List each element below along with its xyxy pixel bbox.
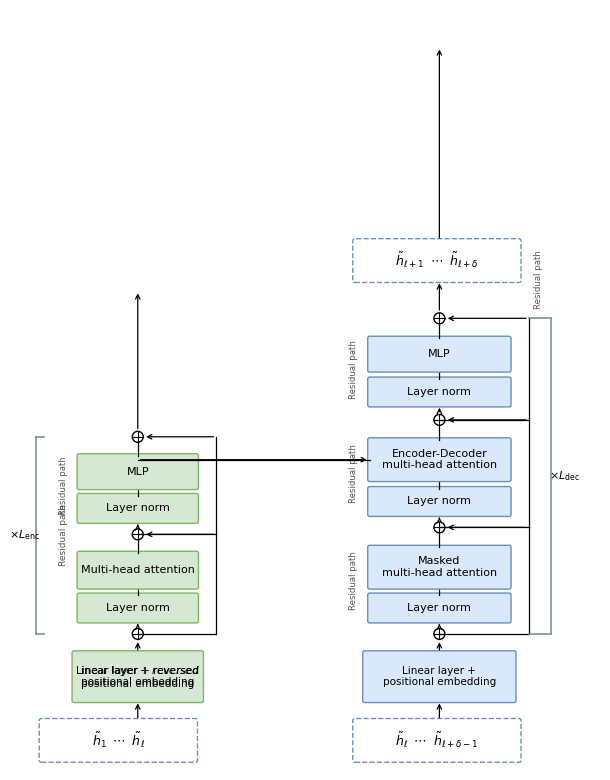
FancyBboxPatch shape	[77, 494, 198, 523]
FancyBboxPatch shape	[77, 551, 198, 589]
Text: Layer norm: Layer norm	[106, 603, 170, 613]
Text: Linear layer + reversed
positional embedding: Linear layer + reversed positional embed…	[76, 666, 199, 687]
Text: Residual path: Residual path	[350, 551, 358, 610]
Text: Residual path: Residual path	[59, 456, 68, 515]
Text: $\tilde{h}_\ell \;\; \cdots \;\; \tilde{h}_{\ell+\delta-1}$: $\tilde{h}_\ell \;\; \cdots \;\; \tilde{…	[395, 731, 478, 750]
Text: Residual path: Residual path	[350, 339, 358, 399]
Text: $\tilde{h}_1 \;\; \cdots \;\; \tilde{h}_\ell$: $\tilde{h}_1 \;\; \cdots \;\; \tilde{h}_…	[92, 731, 145, 750]
Text: Linear layer + $\mathit{reversed}$
positional embedding: Linear layer + $\mathit{reversed}$ posit…	[76, 664, 200, 690]
Text: Multi-head attention: Multi-head attention	[81, 566, 195, 575]
FancyBboxPatch shape	[368, 438, 511, 481]
Text: Residual path: Residual path	[350, 444, 358, 503]
Text: Layer norm: Layer norm	[407, 603, 472, 613]
FancyBboxPatch shape	[368, 545, 511, 589]
FancyBboxPatch shape	[39, 718, 198, 762]
Text: MLP: MLP	[428, 349, 451, 359]
Text: Layer norm: Layer norm	[106, 503, 170, 513]
Text: Linear layer +
positional embedding: Linear layer + positional embedding	[382, 666, 496, 687]
FancyBboxPatch shape	[368, 487, 511, 516]
Text: $\times L_{\mathrm{enc}}$: $\times L_{\mathrm{enc}}$	[9, 528, 40, 542]
FancyBboxPatch shape	[77, 593, 198, 623]
Text: $\tilde{h}_{\ell+1} \;\; \cdots \;\; \tilde{h}_{\ell+\delta}$: $\tilde{h}_{\ell+1} \;\; \cdots \;\; \ti…	[395, 251, 479, 271]
FancyBboxPatch shape	[353, 718, 521, 762]
FancyBboxPatch shape	[368, 593, 511, 623]
Text: Residual path: Residual path	[59, 505, 68, 566]
Text: Encoder-Decoder
multi-head attention: Encoder-Decoder multi-head attention	[382, 448, 497, 470]
Text: Layer norm: Layer norm	[407, 497, 472, 506]
FancyBboxPatch shape	[368, 336, 511, 372]
FancyBboxPatch shape	[77, 454, 198, 490]
FancyBboxPatch shape	[353, 239, 521, 282]
Text: Masked
multi-head attention: Masked multi-head attention	[382, 556, 497, 578]
Text: Residual path: Residual path	[534, 250, 544, 309]
Text: Layer norm: Layer norm	[407, 387, 472, 397]
Text: MLP: MLP	[126, 466, 149, 477]
FancyBboxPatch shape	[368, 377, 511, 407]
Text: $\times L_{\mathrm{dec}}$: $\times L_{\mathrm{dec}}$	[550, 470, 580, 483]
FancyBboxPatch shape	[72, 651, 204, 703]
FancyBboxPatch shape	[363, 651, 516, 703]
